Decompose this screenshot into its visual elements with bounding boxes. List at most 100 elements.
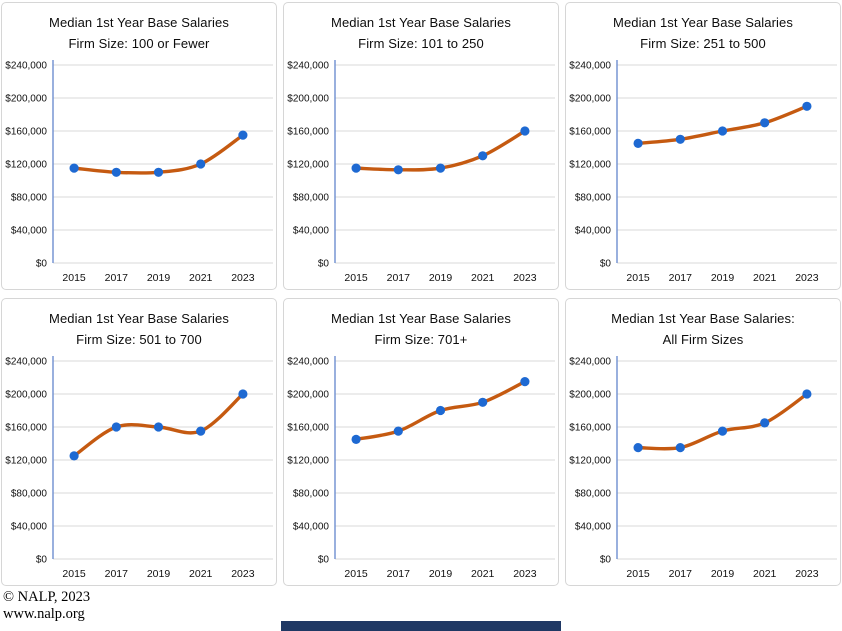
svg-text:2019: 2019 — [711, 568, 735, 580]
chart-title-line1: Median 1st Year Base Salaries: — [611, 311, 795, 326]
svg-text:2019: 2019 — [147, 568, 171, 580]
chart-title: Median 1st Year Base Salaries Firm Size: … — [566, 12, 840, 54]
svg-text:$80,000: $80,000 — [293, 489, 330, 500]
svg-text:2015: 2015 — [62, 272, 86, 284]
svg-text:$120,000: $120,000 — [569, 160, 611, 171]
svg-text:$120,000: $120,000 — [287, 456, 329, 467]
chart-panel-firm-100-or-fewer: Median 1st Year Base Salaries Firm Size: … — [1, 2, 277, 290]
svg-text:2023: 2023 — [513, 568, 537, 580]
svg-text:2023: 2023 — [231, 272, 255, 284]
svg-text:2015: 2015 — [626, 272, 650, 284]
chart-title-line1: Median 1st Year Base Salaries — [331, 15, 511, 30]
svg-text:$80,000: $80,000 — [293, 193, 330, 204]
svg-text:$200,000: $200,000 — [287, 390, 329, 401]
svg-text:$240,000: $240,000 — [5, 61, 47, 72]
line-chart-firm-701-plus: $0 $40,000 $80,000 $120,000 $160,000 $200,000… — [287, 356, 555, 580]
chart-title-line2: Firm Size: 101 to 250 — [358, 36, 484, 51]
svg-text:$0: $0 — [36, 555, 48, 566]
svg-text:$120,000: $120,000 — [5, 160, 47, 171]
charts-grid: Median 1st Year Base Salaries Firm Size: … — [1, 2, 841, 586]
svg-text:$200,000: $200,000 — [5, 390, 47, 401]
svg-text:2021: 2021 — [471, 272, 495, 284]
chart-title-line1: Median 1st Year Base Salaries — [613, 15, 793, 30]
svg-text:$0: $0 — [318, 555, 330, 566]
svg-text:$160,000: $160,000 — [5, 127, 47, 138]
svg-text:$80,000: $80,000 — [575, 193, 612, 204]
chart-panel-firm-501-700: Median 1st Year Base Salaries Firm Size: … — [1, 298, 277, 586]
svg-text:$160,000: $160,000 — [287, 423, 329, 434]
chart-title: Median 1st Year Base Salaries: All Firm S… — [566, 308, 840, 350]
svg-text:2023: 2023 — [513, 272, 537, 284]
chart-title: Median 1st Year Base Salaries Firm Size: … — [2, 12, 276, 54]
svg-text:2017: 2017 — [105, 272, 129, 284]
chart-title: Median 1st Year Base Salaries Firm Size: … — [2, 308, 276, 350]
website-url: www.nalp.org — [3, 606, 85, 622]
copyright-line: © NALP, 2023 — [3, 589, 91, 605]
svg-text:2021: 2021 — [189, 272, 213, 284]
svg-text:2017: 2017 — [669, 568, 693, 580]
svg-text:2023: 2023 — [795, 568, 819, 580]
svg-text:$240,000: $240,000 — [569, 357, 611, 368]
svg-text:$40,000: $40,000 — [575, 522, 612, 533]
chart-title-line1: Median 1st Year Base Salaries — [49, 15, 229, 30]
svg-text:2019: 2019 — [429, 272, 453, 284]
chart-panel-firm-701-plus: Median 1st Year Base Salaries Firm Size: … — [283, 298, 559, 586]
svg-text:2015: 2015 — [62, 568, 86, 580]
svg-text:$240,000: $240,000 — [5, 357, 47, 368]
svg-text:$40,000: $40,000 — [11, 522, 48, 533]
svg-text:$0: $0 — [600, 259, 612, 270]
chart-title-line2: Firm Size: 100 or Fewer — [68, 36, 210, 51]
svg-text:$200,000: $200,000 — [287, 94, 329, 105]
svg-text:$80,000: $80,000 — [575, 489, 612, 500]
svg-text:2015: 2015 — [626, 568, 650, 580]
bottom-bar — [281, 621, 561, 631]
svg-text:$40,000: $40,000 — [575, 226, 612, 237]
svg-text:2019: 2019 — [711, 272, 735, 284]
svg-text:2015: 2015 — [344, 272, 368, 284]
svg-text:$160,000: $160,000 — [5, 423, 47, 434]
svg-text:2023: 2023 — [231, 568, 255, 580]
svg-text:$80,000: $80,000 — [11, 193, 48, 204]
svg-text:2021: 2021 — [753, 272, 777, 284]
svg-text:2017: 2017 — [669, 272, 693, 284]
svg-text:$160,000: $160,000 — [569, 127, 611, 138]
svg-text:$120,000: $120,000 — [287, 160, 329, 171]
chart-title: Median 1st Year Base Salaries Firm Size: … — [284, 308, 558, 350]
svg-text:$40,000: $40,000 — [293, 226, 330, 237]
svg-text:$240,000: $240,000 — [287, 357, 329, 368]
svg-text:$40,000: $40,000 — [293, 522, 330, 533]
svg-text:2019: 2019 — [429, 568, 453, 580]
svg-text:2017: 2017 — [105, 568, 129, 580]
chart-title-line2: All Firm Sizes — [662, 332, 744, 347]
svg-text:$240,000: $240,000 — [287, 61, 329, 72]
svg-text:$120,000: $120,000 — [5, 456, 47, 467]
svg-text:$0: $0 — [36, 259, 48, 270]
line-chart-all-firm-sizes: $0 $40,000 $80,000 $120,000 $160,000 $200,000… — [569, 356, 837, 580]
svg-text:$240,000: $240,000 — [569, 61, 611, 72]
line-chart-firm-251-500: $0 $40,000 $80,000 $120,000 $160,000 $200,000… — [569, 60, 837, 284]
svg-text:2017: 2017 — [387, 568, 411, 580]
chart-panel-firm-101-250: Median 1st Year Base Salaries Firm Size: … — [283, 2, 559, 290]
svg-text:$200,000: $200,000 — [5, 94, 47, 105]
line-chart-firm-100-or-fewer: $0 $40,000 $80,000 $120,000 $160,000 $200,000… — [5, 60, 273, 284]
chart-panel-firm-251-500: Median 1st Year Base Salaries Firm Size: … — [565, 2, 841, 290]
svg-text:$80,000: $80,000 — [11, 489, 48, 500]
line-chart-firm-101-250: $0 $40,000 $80,000 $120,000 $160,000 $200,000… — [287, 60, 555, 284]
svg-text:$120,000: $120,000 — [569, 456, 611, 467]
svg-text:2021: 2021 — [471, 568, 495, 580]
chart-title: Median 1st Year Base Salaries Firm Size: … — [284, 12, 558, 54]
svg-text:$160,000: $160,000 — [569, 423, 611, 434]
svg-text:$0: $0 — [318, 259, 330, 270]
chart-title-line2: Firm Size: 701+ — [374, 332, 468, 347]
svg-text:$200,000: $200,000 — [569, 390, 611, 401]
chart-title-line1: Median 1st Year Base Salaries — [49, 311, 229, 326]
svg-text:2023: 2023 — [795, 272, 819, 284]
svg-text:$200,000: $200,000 — [569, 94, 611, 105]
svg-text:$40,000: $40,000 — [11, 226, 48, 237]
svg-text:2019: 2019 — [147, 272, 171, 284]
chart-title-line2: Firm Size: 251 to 500 — [640, 36, 766, 51]
chart-title-line1: Median 1st Year Base Salaries — [331, 311, 511, 326]
chart-panel-all-firm-sizes: Median 1st Year Base Salaries: All Firm S… — [565, 298, 841, 586]
svg-text:$160,000: $160,000 — [287, 127, 329, 138]
